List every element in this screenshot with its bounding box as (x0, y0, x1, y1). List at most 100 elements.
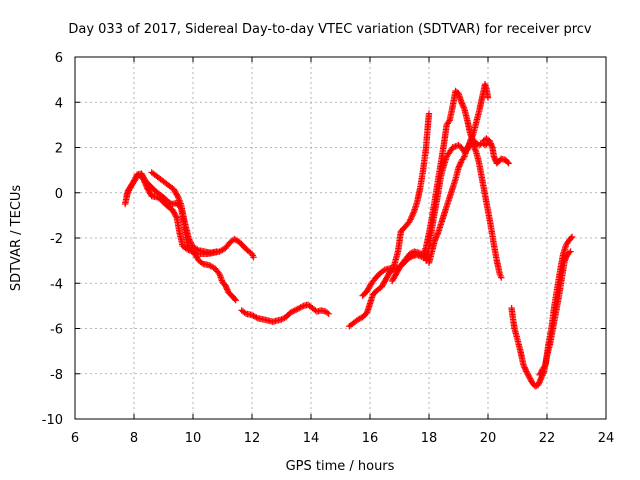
y-tick-label: 2 (55, 142, 63, 157)
data-point-seg2 (142, 182, 150, 189)
data-point-seg4 (253, 314, 260, 321)
data-point-seg11 (527, 376, 534, 384)
data-point-seg11 (567, 248, 574, 255)
data-point-seg4 (324, 309, 331, 316)
data-point-seg4 (278, 316, 285, 323)
data-point-seg1 (250, 254, 257, 261)
data-point-seg6 (407, 214, 415, 222)
data-point-seg12 (567, 234, 575, 242)
x-tick-label: 24 (598, 431, 615, 446)
data-point-seg2 (123, 191, 130, 199)
data-point-seg2 (232, 297, 239, 304)
x-tick-label: 14 (303, 431, 320, 446)
data-point-seg4 (279, 315, 287, 322)
data-point-seg6 (425, 110, 433, 117)
data-point-seg1 (231, 235, 238, 243)
data-point-seg11 (523, 369, 531, 377)
data-point-seg4 (241, 309, 248, 316)
data-point-seg2 (125, 187, 133, 194)
data-point-seg2 (140, 176, 147, 183)
data-point-seg6 (407, 216, 414, 223)
data-point-seg3 (174, 192, 181, 200)
y-tick-label: -10 (42, 413, 63, 428)
x-tick-label: 8 (130, 431, 138, 446)
data-point-seg11 (525, 372, 532, 379)
data-point-seg3 (186, 236, 193, 243)
chart-title: Day 033 of 2017, Sidereal Day-to-day VTE… (68, 22, 592, 37)
data-point-seg2 (140, 177, 148, 185)
data-point-seg10 (505, 160, 512, 167)
data-point-seg6 (406, 217, 414, 225)
data-point-seg2 (198, 259, 206, 267)
data-point-seg3 (213, 248, 220, 255)
data-point-seg6 (408, 213, 415, 220)
data-point-seg10 (504, 159, 511, 166)
data-point-seg4 (297, 304, 304, 311)
data-point-seg5 (356, 315, 363, 322)
data-point-seg2 (172, 213, 180, 220)
data-point-seg8 (484, 94, 492, 101)
data-point-seg11 (526, 373, 533, 381)
y-tick-label: 0 (55, 187, 63, 202)
data-point-seg7 (445, 118, 452, 126)
data-point-seg2 (143, 183, 150, 190)
data-markers (121, 80, 576, 390)
x-tick-label: 22 (539, 431, 556, 446)
data-point-seg3 (187, 239, 194, 246)
data-point-seg2 (139, 174, 147, 182)
data-point-seg12 (537, 368, 545, 376)
data-point-seg11 (523, 368, 530, 375)
data-point-seg7 (408, 249, 415, 257)
data-point-seg4 (288, 308, 296, 316)
x-tick-label: 16 (362, 431, 379, 446)
data-point-seg2 (142, 180, 149, 188)
data-point-seg7 (483, 140, 490, 148)
data-point-seg4 (290, 307, 297, 315)
data-point-seg3 (186, 237, 194, 245)
x-tick-label: 12 (244, 431, 261, 446)
data-point-seg6 (410, 209, 417, 216)
data-point-seg2 (126, 185, 133, 193)
data-point-seg12 (536, 371, 543, 379)
y-tick-label: 6 (55, 51, 63, 66)
y-tick-label: -6 (50, 323, 63, 338)
y-tick-label: 4 (55, 96, 63, 111)
data-point-seg2 (124, 190, 131, 197)
data-point-seg4 (325, 310, 332, 317)
data-point-seg2 (141, 179, 148, 186)
data-point-seg9 (460, 154, 467, 162)
data-point-seg11 (565, 249, 573, 256)
data-point-seg12 (537, 370, 544, 377)
data-point-seg1 (232, 236, 239, 244)
data-point-seg6 (409, 212, 416, 219)
x-tick-label: 10 (185, 431, 202, 446)
data-point-seg4 (287, 309, 294, 316)
data-point-seg4 (293, 306, 300, 313)
data-point-seg6 (409, 210, 417, 217)
data-point-seg3 (188, 240, 195, 248)
data-point-seg7 (415, 249, 422, 256)
plot-frame (74, 56, 607, 420)
x-tick-label: 6 (71, 431, 79, 446)
y-tick-label: -2 (50, 232, 63, 247)
data-point-seg3 (185, 234, 192, 242)
y-tick-label: -8 (50, 368, 63, 383)
data-point-seg4 (294, 305, 301, 313)
x-tick-label: 20 (480, 431, 497, 446)
data-point-seg2 (231, 295, 238, 303)
data-point-seg4 (296, 304, 303, 312)
y-axis-label: SDTVAR / TECUs (9, 185, 24, 292)
data-point-seg9 (498, 274, 505, 281)
data-point-seg6 (380, 267, 387, 275)
data-point-seg12 (568, 233, 576, 241)
x-tick-label: 18 (421, 431, 438, 446)
x-axis-label: GPS time / hours (286, 459, 395, 474)
data-point-seg7 (406, 250, 414, 258)
data-point-seg5 (355, 316, 362, 323)
data-point-seg12 (541, 363, 548, 370)
data-point-seg4 (291, 307, 298, 314)
data-point-seg2 (124, 188, 132, 196)
data-point-seg3 (194, 246, 201, 253)
